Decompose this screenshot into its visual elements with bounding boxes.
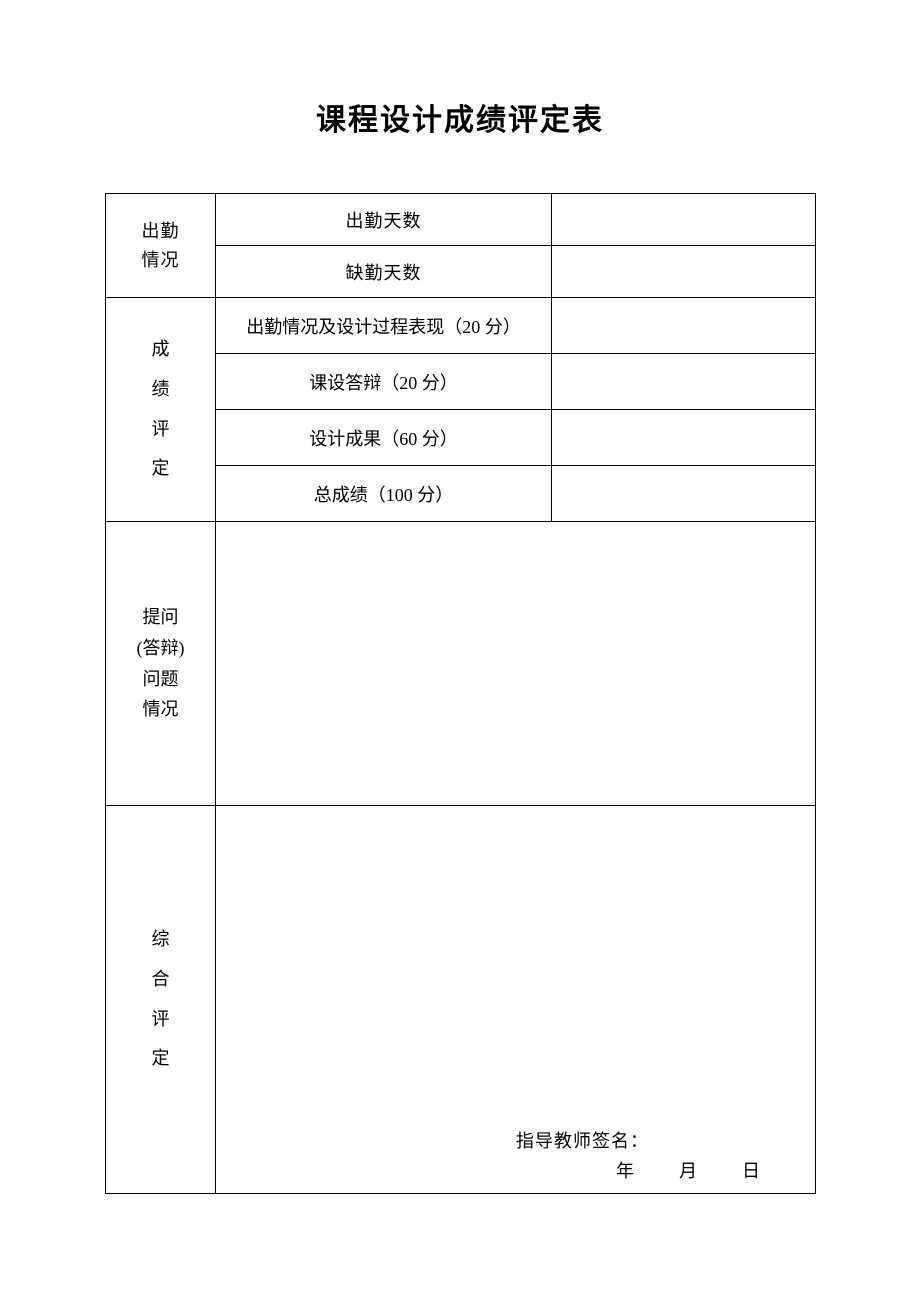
label-line: (答辩) bbox=[110, 633, 211, 664]
table-row: 综 合 评 定 指导教师签名： 年 月 日 bbox=[106, 806, 816, 1194]
performance-score-label: 出勤情况及设计过程表现（20 分） bbox=[216, 298, 552, 354]
date-line: 年月日 bbox=[516, 1157, 815, 1183]
overall-content: 指导教师签名： 年 月 日 bbox=[216, 806, 816, 1194]
absence-days-value bbox=[552, 246, 816, 298]
page-title: 课程设计成绩评定表 bbox=[105, 95, 815, 139]
performance-score-value bbox=[552, 298, 816, 354]
label-line: 评 bbox=[110, 410, 211, 450]
absence-days-label: 缺勤天数 bbox=[216, 246, 552, 298]
attendance-days-label: 出勤天数 bbox=[216, 194, 552, 246]
result-score-value bbox=[552, 410, 816, 466]
table-row: 成 绩 评 定 出勤情况及设计过程表现（20 分） bbox=[106, 298, 816, 354]
label-line: 出勤 bbox=[110, 217, 211, 246]
signature-label: 指导教师签名： bbox=[516, 1127, 815, 1153]
result-score-label: 设计成果（60 分） bbox=[216, 410, 552, 466]
label-line: 评 bbox=[110, 1000, 211, 1040]
label-line: 定 bbox=[110, 1039, 211, 1079]
signature-block: 指导教师签名： 年 月 日 bbox=[216, 1127, 815, 1183]
table-row: 提问 (答辩) 问题 情况 bbox=[106, 522, 816, 806]
label-line: 综 bbox=[110, 920, 211, 960]
label-line: 问题 bbox=[110, 664, 211, 695]
label-line: 提问 bbox=[110, 602, 211, 633]
label-line: 情况 bbox=[110, 694, 211, 725]
defense-score-value bbox=[552, 354, 816, 410]
total-score-label: 总成绩（100 分） bbox=[216, 466, 552, 522]
total-score-value bbox=[552, 466, 816, 522]
label-line: 定 bbox=[110, 449, 211, 489]
month-label: 月 bbox=[679, 1161, 698, 1181]
label-line: 情况 bbox=[110, 246, 211, 275]
year-label: 年 bbox=[616, 1161, 635, 1181]
label-line: 合 bbox=[110, 960, 211, 1000]
questions-section-label: 提问 (答辩) 问题 情况 bbox=[106, 522, 216, 806]
attendance-section-label: 出勤 情况 bbox=[106, 194, 216, 298]
overall-section-label: 综 合 评 定 bbox=[106, 806, 216, 1194]
grading-section-label: 成 绩 评 定 bbox=[106, 298, 216, 522]
questions-content bbox=[216, 522, 816, 806]
label-line: 绩 bbox=[110, 370, 211, 410]
label-line: 成 bbox=[110, 330, 211, 370]
day-label: 日 bbox=[742, 1161, 761, 1181]
defense-score-label: 课设答辩（20 分） bbox=[216, 354, 552, 410]
table-row: 出勤 情况 出勤天数 bbox=[106, 194, 816, 246]
evaluation-table: 出勤 情况 出勤天数 缺勤天数 成 绩 评 定 出勤情况及设计过程表现（20 分… bbox=[105, 193, 816, 1194]
attendance-days-value bbox=[552, 194, 816, 246]
